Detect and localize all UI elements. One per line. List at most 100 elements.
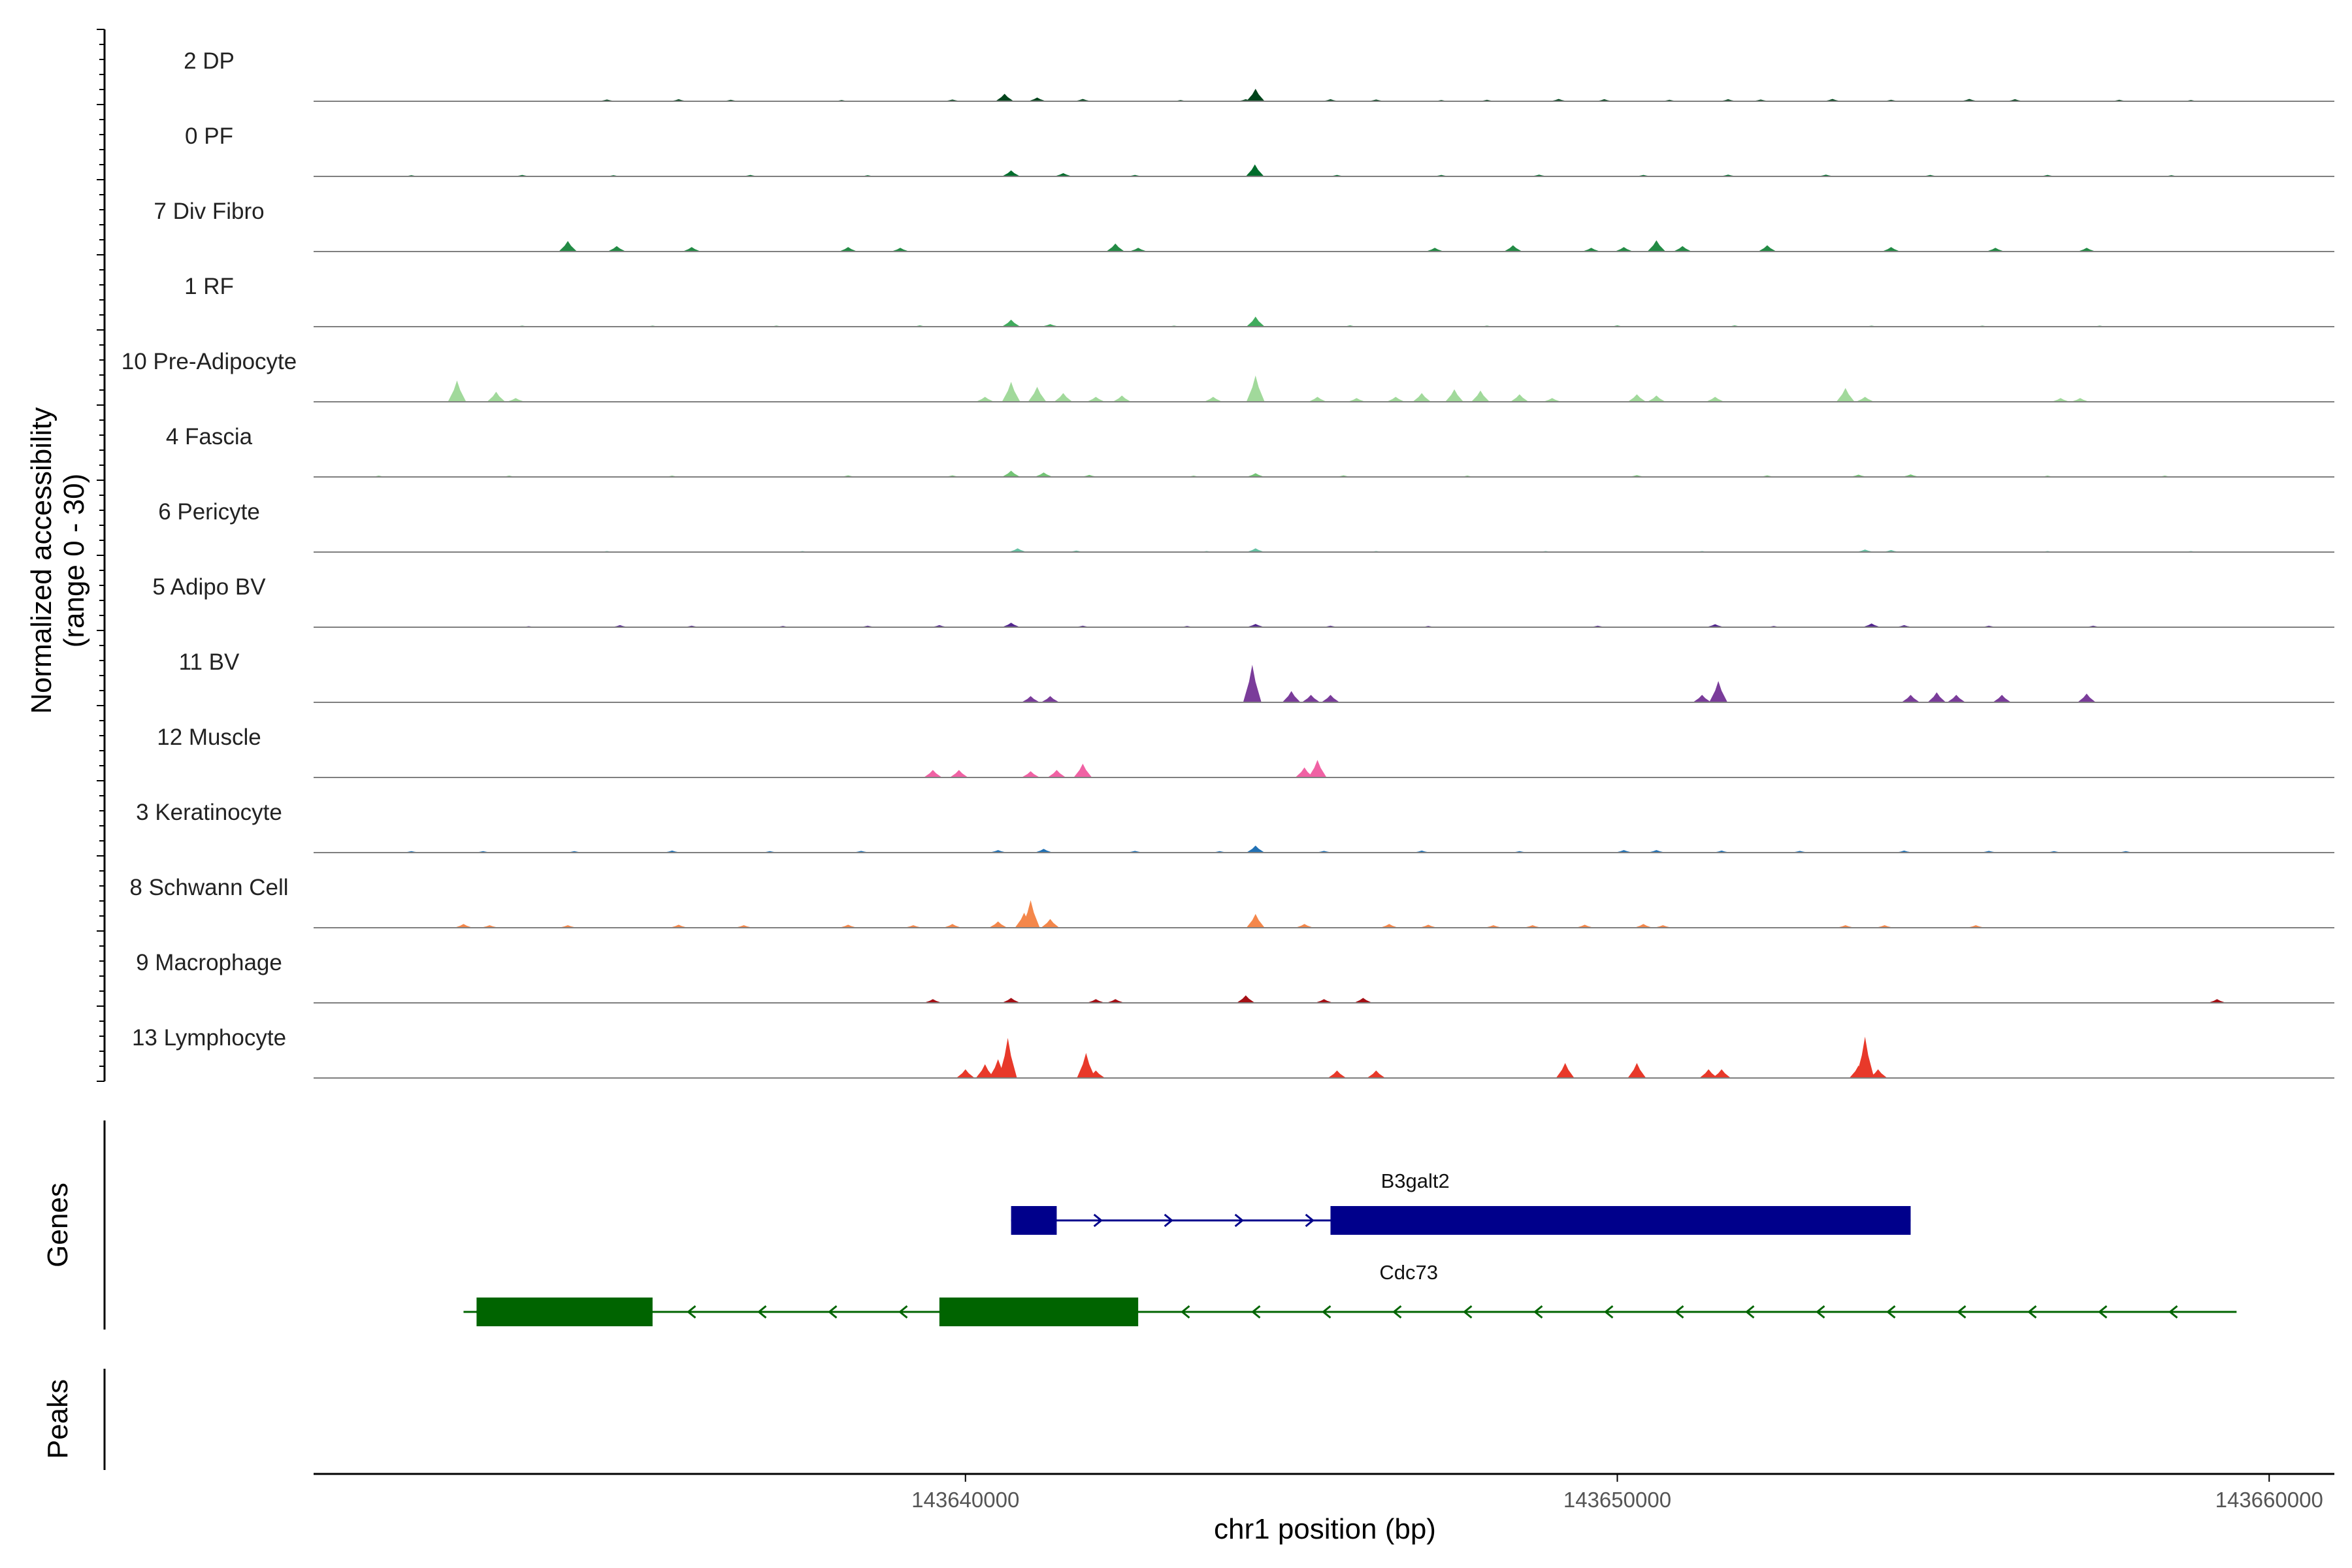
track-7-div-fibro: 7 Div Fibro	[154, 199, 2334, 252]
coverage-peak	[1246, 624, 1265, 627]
genes-panel-title: Genes	[42, 1183, 74, 1267]
coverage-peak	[1086, 999, 1105, 1003]
coverage-peak	[487, 391, 506, 402]
coverage-peak	[1947, 694, 1966, 702]
coverage-peak	[1054, 173, 1073, 176]
coverage-peak	[1673, 246, 1692, 252]
coverage-peak	[1986, 248, 2005, 252]
track-label: 7 Div Fibro	[154, 199, 264, 224]
coverage-peak	[1021, 696, 1040, 702]
coverage-peak	[2077, 248, 2096, 252]
coverage-peak	[1647, 395, 1666, 402]
coverage-peak	[2077, 693, 2096, 702]
strand-arrow	[1093, 1213, 1103, 1228]
coverage-peak	[1471, 390, 1490, 402]
coverage-peak	[1380, 924, 1399, 928]
coverage-peak	[1882, 247, 1901, 252]
coverage-peak	[1113, 395, 1132, 402]
coverage-peak	[1993, 694, 2012, 702]
coverage-peak	[839, 247, 858, 252]
coverage-peak	[1077, 1053, 1096, 1078]
coverage-peak	[1413, 393, 1431, 402]
coverage-peak	[1347, 398, 1366, 402]
coverage-peak	[1008, 548, 1027, 552]
coverage-peak	[923, 770, 942, 777]
coverage-peak	[1693, 694, 1712, 702]
coverage-peak	[890, 248, 909, 252]
coverage-peak	[956, 1069, 975, 1078]
coverage-peak	[2070, 398, 2089, 402]
track-label: 11 BV	[179, 649, 240, 675]
gene-annotation-track: B3galt2 Cdc73	[463, 1169, 2237, 1326]
coverage-peak	[1757, 245, 1776, 252]
track-9-macrophage: 9 Macrophage	[136, 950, 2334, 1004]
coverage-peak	[1002, 170, 1021, 176]
gene-b3galt2: B3galt2	[1011, 1169, 1911, 1235]
strand-arrow	[1164, 1213, 1173, 1228]
coverage-peak	[1849, 1065, 1868, 1078]
strand-arrow	[1305, 1213, 1315, 1228]
track-11-bv: 11 BV	[179, 649, 2334, 703]
coverage-peak	[1236, 995, 1255, 1003]
coverage-peak	[1086, 397, 1105, 402]
coverage-peak	[1308, 397, 1327, 402]
coverage-peak	[1028, 97, 1047, 101]
coverage-peak	[988, 921, 1007, 928]
track-label: 4 Fascia	[166, 424, 253, 449]
coverage-peak	[1706, 624, 1725, 627]
coverage-peak	[1543, 398, 1561, 402]
coverage-peak	[1243, 664, 1262, 702]
coverage-peak	[1106, 999, 1125, 1003]
coverage-peak	[1246, 375, 1265, 402]
track-label: 2 DP	[184, 48, 235, 74]
coverage-peak	[1295, 767, 1314, 777]
coverage-peak	[1002, 998, 1021, 1003]
coverage-peak	[1054, 393, 1073, 402]
gene-label: B3galt2	[1381, 1169, 1450, 1192]
strand-arrow	[1816, 1305, 1825, 1319]
x-tick-label: 143640000	[911, 1488, 1019, 1512]
strand-arrow	[1392, 1305, 1402, 1319]
coverage-peak	[1129, 248, 1148, 252]
strand-arrow	[1604, 1305, 1614, 1319]
strand-arrow	[1957, 1305, 1967, 1319]
coverage-peak	[1712, 1069, 1731, 1078]
coverage-peak	[1706, 397, 1725, 402]
coverage-peak	[1308, 760, 1327, 777]
track-8-schwann-cell: 8 Schwann Cell	[129, 875, 2334, 928]
coverage-peak	[1301, 694, 1320, 702]
coverage-peak	[1295, 924, 1314, 928]
track-label: 1 RF	[184, 274, 234, 299]
coverage-peak	[2208, 999, 2227, 1003]
coverage-peak	[1855, 397, 1874, 402]
track-label: 12 Muscle	[157, 725, 261, 750]
track-label: 10 Pre-Adipocyte	[122, 349, 297, 374]
track-label: 3 Keratinocyte	[136, 800, 282, 825]
coverage-peak	[1582, 248, 1601, 252]
strand-arrow	[2168, 1305, 2178, 1319]
coverage-peak	[949, 770, 968, 777]
coverage-peak	[1034, 849, 1053, 853]
x-tick-label: 143650000	[1563, 1488, 1671, 1512]
coverage-peak	[943, 924, 962, 928]
coverage-peak	[975, 1064, 994, 1078]
x-tick-label: 143660000	[2215, 1488, 2323, 1512]
strand-arrow	[1674, 1305, 1684, 1319]
coverage-peak	[1246, 913, 1265, 928]
track-6-pericyte: 6 Pericyte	[158, 499, 2334, 553]
coverage-peak	[1627, 1063, 1646, 1078]
coverage-peak	[1041, 696, 1060, 702]
coverage-peak	[506, 398, 525, 402]
coverage-peak	[1002, 470, 1021, 477]
coverage-peak	[682, 247, 701, 252]
coverage-peak	[1699, 1069, 1718, 1078]
strand-arrow	[687, 1305, 696, 1319]
coverage-peak	[2051, 398, 2070, 402]
track-label: 6 Pericyte	[158, 499, 260, 525]
coverage-peak	[1246, 548, 1265, 552]
track-12-muscle: 12 Muscle	[157, 725, 2334, 778]
coverage-peak	[1503, 245, 1522, 252]
track-0-pf: 0 PF	[185, 123, 2334, 177]
coverage-peak	[1002, 319, 1021, 327]
